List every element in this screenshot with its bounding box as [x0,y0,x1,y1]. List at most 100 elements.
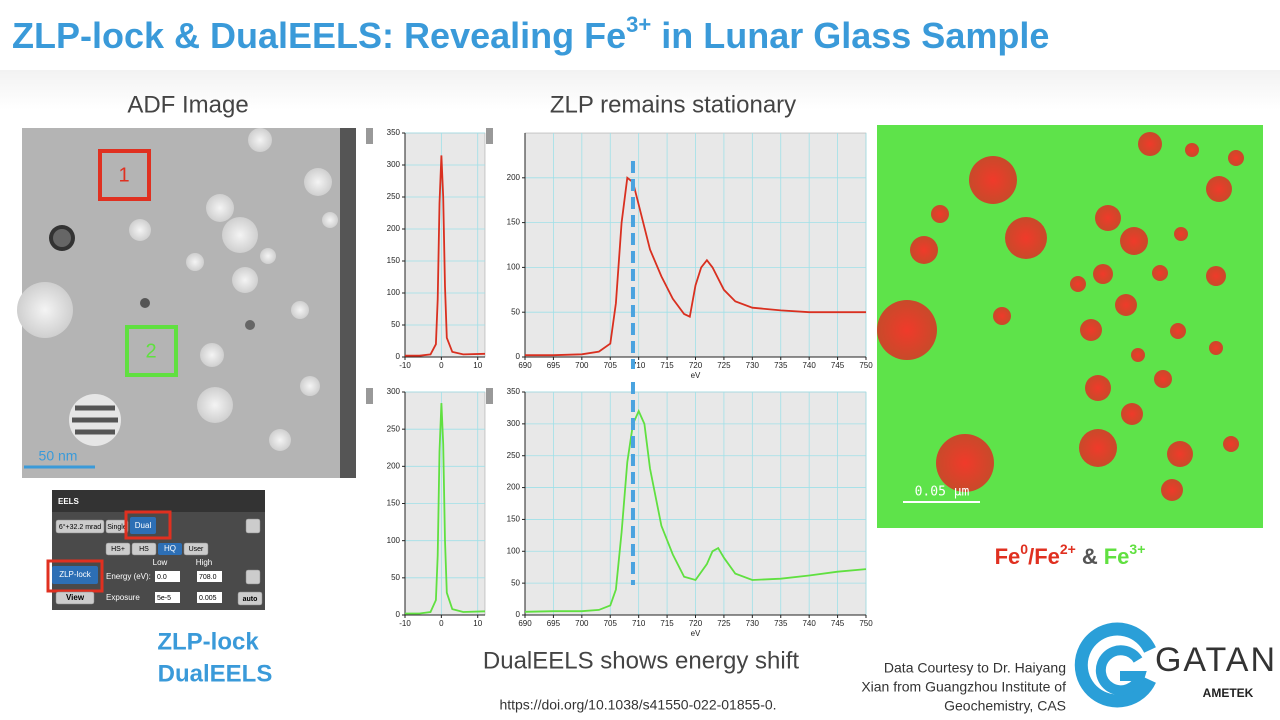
y-tick-label: 50 [511,307,520,316]
scale-bar-label: 0.05 μm [915,485,970,500]
button-label[interactable]: View [66,593,85,602]
legend-text: 2+ [1060,541,1076,557]
x-tick-label: 10 [473,361,482,370]
y-tick-label: 250 [387,424,401,433]
legend-text: Fe [995,544,1021,569]
x-tick-label: 10 [473,619,482,628]
y-tick-label: 50 [391,320,400,329]
x-tick-label: 690 [518,619,532,628]
x-tick-label: 750 [859,361,873,370]
y-tick-label: 0 [516,352,521,361]
y-tick-label: 200 [507,173,521,182]
y-tick-label: 300 [387,387,401,396]
logo-name: GATAN [1155,641,1277,679]
x-tick-label: 740 [802,361,816,370]
title-sup: 3+ [626,12,651,37]
y-tick-label: 250 [507,451,521,460]
y-tick-label: 200 [387,461,401,470]
slide-title: ZLP-lock & DualEELS: Revealing Fe3+ in L… [12,12,1049,56]
caption: DualEELS shows energy shift [483,647,799,674]
field-label: Low [153,558,168,567]
y-tick-label: 0 [396,610,401,619]
y-tick-label: 150 [507,218,521,227]
x-tick-label: 720 [689,619,703,628]
credit-line: Xian from Guangzhou Institute of [861,679,1066,695]
y-tick-label: 100 [387,536,401,545]
legend-text: & [1082,544,1098,569]
adf-label: ADF Image [127,91,248,118]
y-tick-label: 150 [507,515,521,524]
y-tick-label: 100 [507,263,521,272]
x-axis-label: eV [691,371,701,380]
legend-text: 0 [1020,541,1028,557]
field-label: Exposure [106,593,140,602]
x-tick-label: 705 [604,361,618,370]
field-value[interactable]: 0.005 [199,595,217,602]
region-marker: 1 [118,164,129,186]
x-axis-label: eV [691,629,701,638]
y-tick-label: 50 [511,578,520,587]
elemental-map: 0.05 μm [877,125,1263,528]
x-tick-label: 745 [831,361,845,370]
field-value[interactable]: 0.0 [157,574,167,581]
field-value[interactable]: 5e-5 [157,595,171,602]
legend-text: 3+ [1129,541,1145,557]
button-label[interactable]: User [189,546,204,553]
spectrum-line [405,155,486,357]
doi[interactable]: https://doi.org/10.1038/s41550-022-01855… [499,697,776,713]
x-tick-label: 715 [660,619,674,628]
y-tick-label: 350 [507,387,521,396]
field-label: High [196,558,212,567]
x-tick-label: 725 [717,361,731,370]
logo: GATAN AMETEK [1074,622,1277,708]
x-tick-label: 725 [717,619,731,628]
x-tick-label: 695 [547,361,561,370]
y-tick-label: 300 [387,160,401,169]
title-band [0,70,1280,110]
button-label[interactable]: Dual [135,521,152,530]
button-label[interactable]: HQ [164,544,176,553]
x-tick-label: 720 [689,361,703,370]
field-value[interactable]: 708.0 [199,574,217,581]
x-tick-label: 745 [831,619,845,628]
button-label[interactable]: HS+ [111,546,125,553]
legend-text: Fe [1104,544,1130,569]
x-tick-label: 735 [774,361,788,370]
button-label[interactable]: HS [139,546,149,553]
scale-bar-label: 50 nm [39,448,78,464]
y-tick-label: 150 [387,256,401,265]
region-marker: 2 [145,340,156,362]
spectrum-line [525,176,866,357]
y-tick-label: 0 [516,610,521,619]
caption: DualEELS [158,660,273,687]
button-label[interactable]: ZLP-lock [59,570,92,579]
y-tick-label: 50 [391,573,400,582]
caption: ZLP-lock [157,628,259,655]
button-label[interactable]: Single [107,524,127,531]
x-tick-label: 740 [802,619,816,628]
map-legend: Fe0/Fe2+ & Fe3+ [995,541,1146,569]
x-tick-label: 700 [575,361,589,370]
y-tick-label: 100 [387,288,401,297]
y-tick-label: 300 [507,419,521,428]
x-tick-label: -10 [399,619,411,628]
field-label: Energy (eV): [106,572,151,581]
x-tick-label: 705 [604,619,618,628]
x-tick-label: 710 [632,361,646,370]
title-rest: in Lunar Glass Sample [651,15,1049,56]
y-tick-label: 100 [507,546,521,555]
spectra-title: ZLP remains stationary [550,91,796,118]
x-tick-label: 710 [632,619,646,628]
x-tick-label: 700 [575,619,589,628]
x-tick-label: 0 [439,361,444,370]
x-tick-label: 730 [746,619,760,628]
legend-text: /Fe [1028,544,1060,569]
button-label[interactable]: auto [243,596,258,603]
y-tick-label: 250 [387,192,401,201]
credit-line: Data Courtesy to Dr. Haiyang [884,660,1066,676]
title-main: ZLP-lock & DualEELS: Revealing Fe [12,15,626,56]
panel-title: EELS [58,497,80,506]
x-tick-label: 735 [774,619,788,628]
